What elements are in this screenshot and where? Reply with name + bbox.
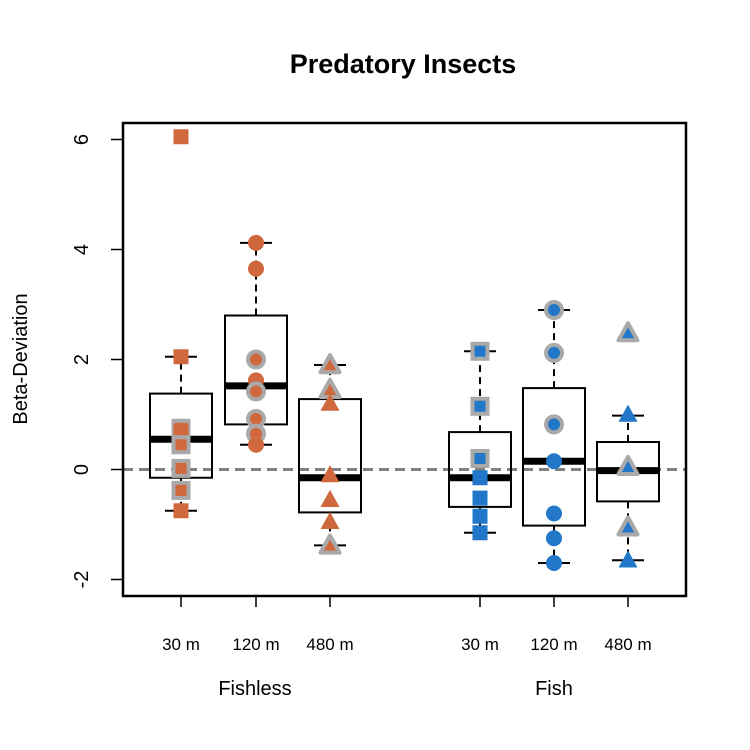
box-iqr [224,314,288,426]
y-axis-label: Beta-Deviation [10,293,32,424]
data-point-square [171,458,191,478]
data-point-square [470,341,490,361]
data-point-circle [544,414,564,435]
data-point-circle [546,505,562,522]
y-tick-label: -2 [71,571,93,589]
data-point-square [173,349,189,365]
box-iqr [522,387,586,527]
boxes-layer [149,241,660,564]
data-point-triangle [320,511,340,529]
data-point-square [171,435,191,455]
data-point-circle [246,381,266,402]
data-point-circle [246,349,266,370]
data-point-circle [248,260,264,277]
data-point-triangle [320,489,340,507]
y-tick-label: 2 [71,354,93,365]
data-point-circle [248,436,264,453]
data-point-triangle [616,321,640,343]
data-point-square [173,423,189,439]
data-point-circle [546,453,562,470]
x-tick-label: 30 m [162,635,200,654]
data-point-triangle [320,465,340,483]
x-tick-label: 120 m [232,635,279,654]
points-box-6 [616,321,640,568]
data-point-triangle [618,404,638,422]
y-tick-label: 6 [71,134,93,145]
data-point-circle [248,234,264,251]
box-iqr [448,431,512,508]
plot-frame [121,121,688,598]
data-point-circle [546,555,562,571]
group-label: Fish [535,678,573,700]
data-point-triangle [320,393,340,411]
data-point-triangle [618,550,638,568]
data-point-circle [544,342,564,363]
points-box-5 [544,300,564,571]
data-point-triangle [318,353,342,375]
x-tick-label: 480 m [306,635,353,654]
points-layer [171,129,640,571]
data-point-square [173,503,189,519]
data-point-square [472,508,488,524]
data-point-square [472,490,488,506]
y-tick-label: 0 [71,464,93,475]
x-tick-label: 30 m [461,635,499,654]
data-point-circle [546,530,562,547]
points-box-2 [246,234,266,453]
points-box-1 [171,129,191,519]
data-point-triangle [616,454,640,476]
y-axis: -2 0 2 4 6 [71,134,124,589]
data-point-square [472,525,488,541]
data-point-square [470,396,490,416]
points-box-3 [318,353,342,555]
data-point-triangle [318,533,342,555]
x-axis: 30 m 120 m 480 m 30 m 120 m 480 m Fishless Fish [162,596,652,700]
box-6 [596,414,660,562]
points-box-4 [470,341,490,541]
y-tick-label: 4 [71,244,93,255]
data-point-square [173,129,189,145]
data-point-triangle [616,515,640,537]
chart-title: Predatory Insects [290,49,517,79]
data-point-square [171,480,191,500]
group-label: Fishless [218,678,291,700]
x-tick-label: 120 m [530,635,577,654]
data-point-circle [544,300,564,320]
data-point-square [470,449,490,468]
data-point-square [472,470,488,486]
x-tick-label: 480 m [604,635,651,654]
